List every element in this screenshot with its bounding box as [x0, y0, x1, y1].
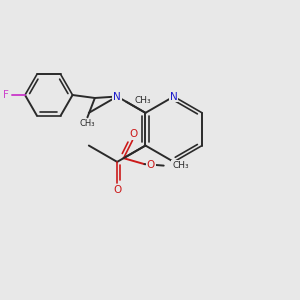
Text: O: O: [147, 160, 155, 170]
Text: N: N: [113, 92, 121, 101]
Text: O: O: [113, 185, 121, 195]
Text: O: O: [130, 129, 138, 139]
Text: F: F: [3, 90, 9, 100]
Text: CH₃: CH₃: [172, 161, 189, 170]
Text: CH₃: CH₃: [80, 119, 95, 128]
Text: CH₃: CH₃: [134, 96, 151, 105]
Text: N: N: [170, 92, 178, 101]
